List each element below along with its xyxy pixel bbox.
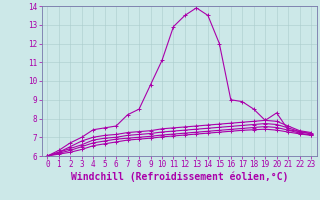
X-axis label: Windchill (Refroidissement éolien,°C): Windchill (Refroidissement éolien,°C) bbox=[70, 172, 288, 182]
